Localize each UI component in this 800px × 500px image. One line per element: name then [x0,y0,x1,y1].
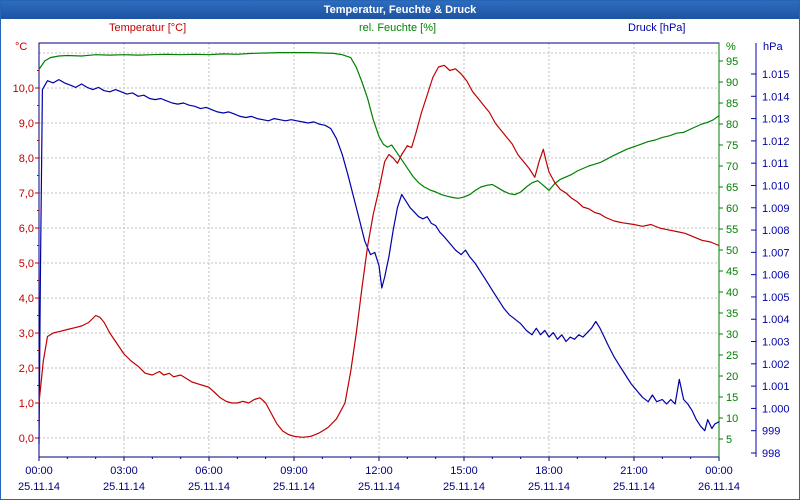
date-label: 25.11.14 [358,481,400,493]
svg-text:1.001: 1.001 [762,381,790,393]
svg-text:35: 35 [726,308,738,320]
svg-text:1.011: 1.011 [762,158,789,170]
svg-text:30: 30 [726,329,738,341]
svg-text:1,0: 1,0 [19,398,34,410]
svg-text:8,0: 8,0 [19,153,34,165]
svg-text:40: 40 [726,287,738,299]
svg-text:1.006: 1.006 [762,270,790,282]
svg-text:998: 998 [762,448,780,460]
svg-text:95: 95 [726,56,738,68]
temperature-axis: °C 10,0 9,0 8,0 7,0 6,0 5,0 4,0 3,0 2,0 1,0 0,0 [13,41,39,445]
time-label: 00:00 [705,465,733,477]
time-label: 18:00 [535,465,563,477]
svg-text:55: 55 [726,224,738,236]
humidity-line [38,51,720,199]
date-label: 25.11.14 [613,481,655,493]
plot-border [38,42,720,458]
date-label: 26.11.14 [698,481,740,493]
legend-temperature: Temperatur [°C] [109,22,187,34]
svg-text:3,0: 3,0 [19,328,34,340]
svg-text:10,0: 10,0 [13,83,34,95]
svg-text:999: 999 [762,426,780,438]
svg-text:1.009: 1.009 [762,203,790,215]
time-axis: 00:00 25.11.14 03:00 25.11.14 06:00 25.11.14 0… [18,457,740,493]
svg-text:1.008: 1.008 [762,225,790,237]
svg-text:hPa: hPa [763,41,783,53]
svg-text:15: 15 [726,392,738,404]
humidity-axis: % 95 90 85 80 75 70 65 60 55 50 45 40 35 30 25 20 15 10 5 [718,41,738,457]
svg-text:6,0: 6,0 [19,223,34,235]
svg-text:45: 45 [726,266,738,278]
svg-text:60: 60 [726,203,738,215]
svg-text:50: 50 [726,245,738,257]
time-label: 15:00 [450,465,478,477]
time-label: 21:00 [620,465,648,477]
pressure-axis: hPa 1.015 1.014 1.013 1.012 1.011 1.010 1.009 1.… [751,41,790,460]
svg-text:1.002: 1.002 [762,359,790,371]
svg-text:4,0: 4,0 [19,293,34,305]
svg-text:10: 10 [726,413,738,425]
svg-text:80: 80 [726,119,738,131]
svg-text:7,0: 7,0 [19,188,34,200]
date-label: 25.11.14 [103,481,145,493]
svg-text:1.013: 1.013 [762,114,790,126]
svg-text:90: 90 [726,77,738,89]
svg-text:1.000: 1.000 [762,403,790,415]
svg-text:70: 70 [726,161,738,173]
svg-text:2,0: 2,0 [19,363,34,375]
svg-text:65: 65 [726,182,738,194]
date-label: 25.11.14 [273,481,315,493]
svg-text:1.007: 1.007 [762,247,790,259]
date-label: 25.11.14 [18,481,60,493]
date-label: 25.11.14 [188,481,230,493]
svg-text:1.003: 1.003 [762,337,790,349]
svg-text:1.010: 1.010 [762,180,790,192]
svg-text:20: 20 [726,371,738,383]
svg-text:°C: °C [15,41,27,53]
window-title-bar[interactable]: Temperatur, Feuchte & Druck [1,1,799,19]
pressure-line [38,78,720,445]
svg-text:1.012: 1.012 [762,136,790,148]
temperature-line [38,64,720,438]
time-label: 03:00 [110,465,138,477]
svg-text:5: 5 [726,434,732,446]
svg-text:1.014: 1.014 [762,91,790,103]
svg-text:75: 75 [726,140,738,152]
time-label: 06:00 [195,465,223,477]
gridlines [39,43,719,457]
svg-text:1.005: 1.005 [762,292,790,304]
svg-text:0,0: 0,0 [19,433,34,445]
svg-text:1.004: 1.004 [762,314,790,326]
legend-humidity: rel. Feuchte [%] [359,22,437,34]
time-label: 09:00 [280,465,308,477]
svg-text:25: 25 [726,350,738,362]
legend-pressure: Druck [hPa] [628,22,686,34]
time-label: 12:00 [365,465,393,477]
time-label: 00:00 [25,465,53,477]
svg-text:1.015: 1.015 [762,69,790,81]
date-label: 25.11.14 [443,481,485,493]
svg-text:85: 85 [726,98,738,110]
date-label: 25.11.14 [528,481,570,493]
svg-text:%: % [726,41,736,53]
svg-text:9,0: 9,0 [19,118,34,130]
svg-text:5,0: 5,0 [19,258,34,270]
window-title: Temperatur, Feuchte & Druck [323,4,477,16]
